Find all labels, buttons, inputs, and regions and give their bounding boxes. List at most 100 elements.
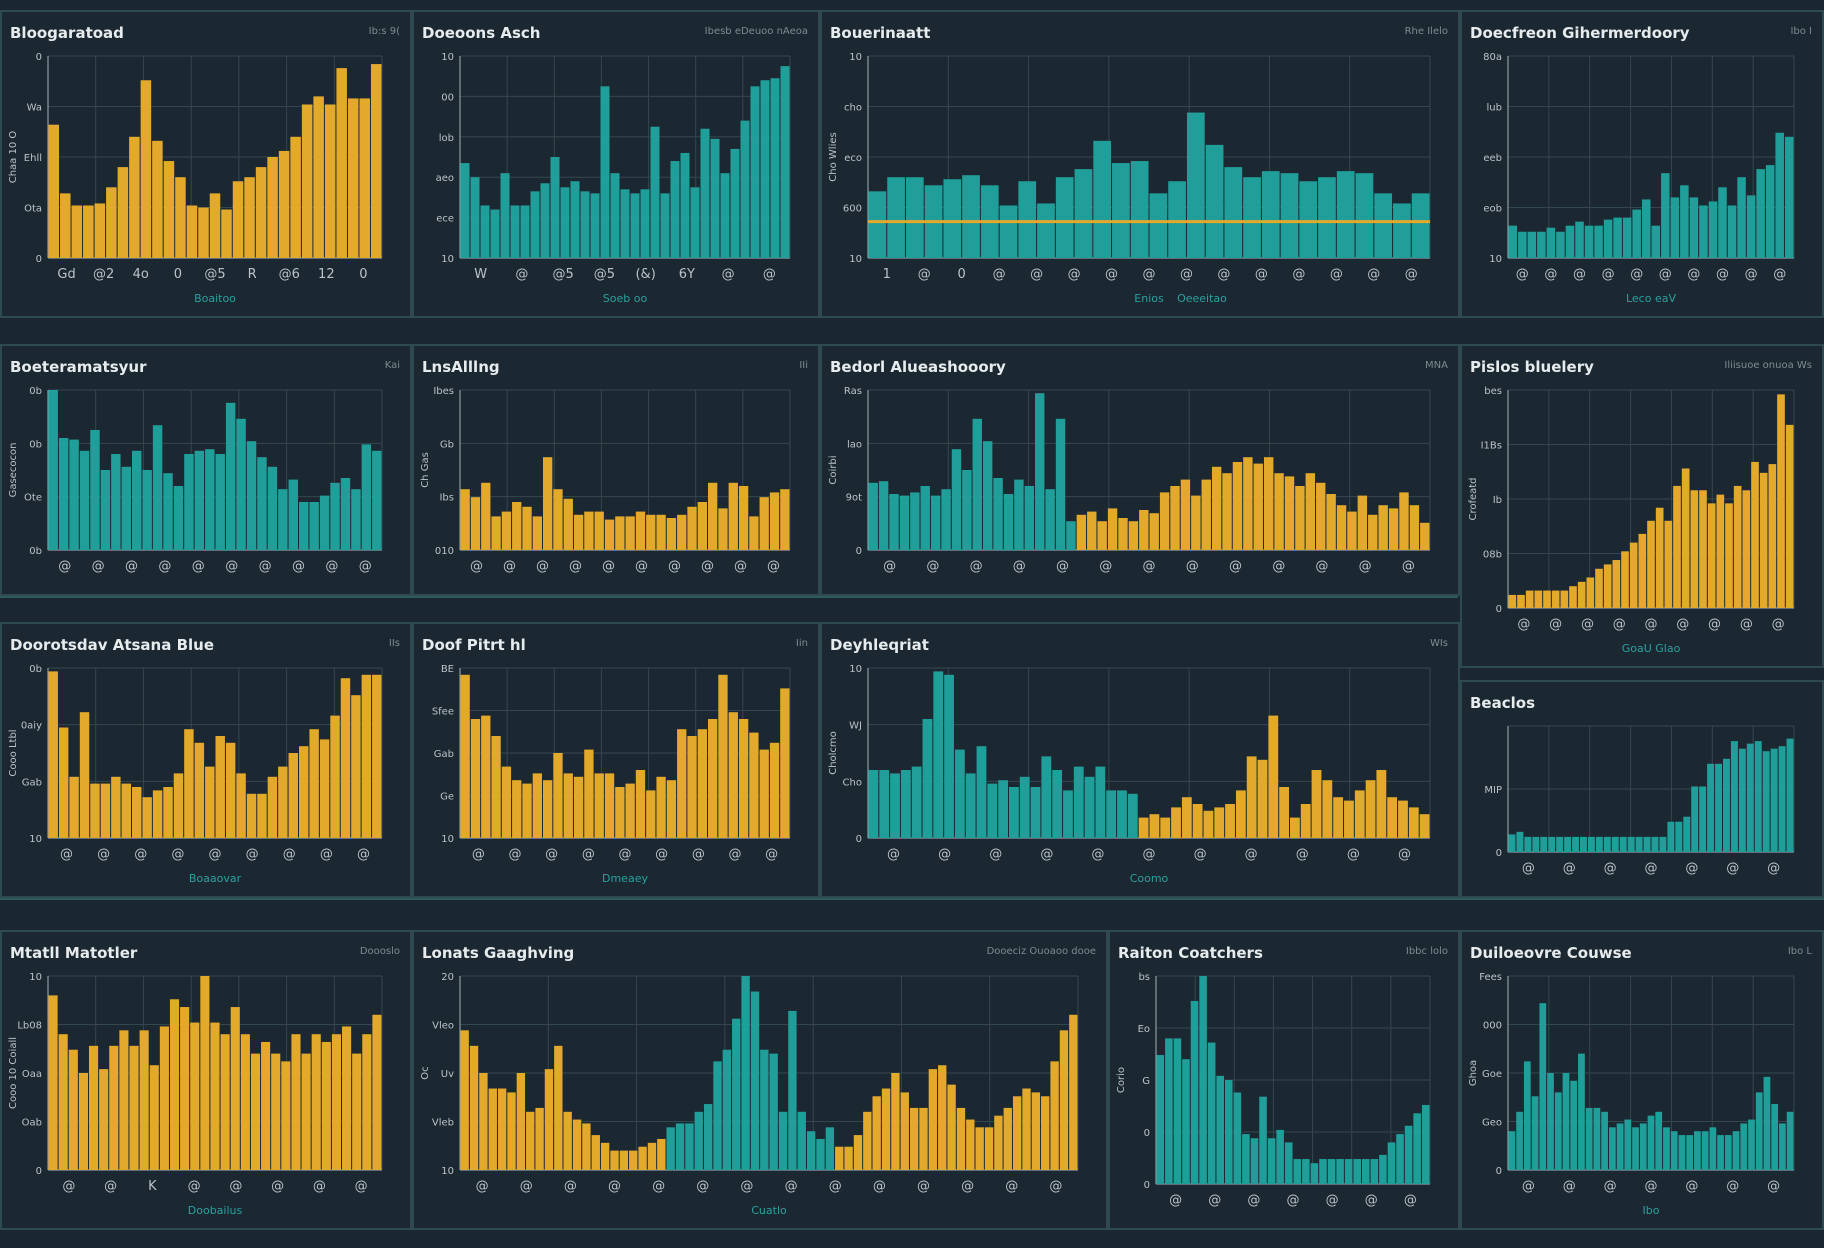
bar [759, 749, 769, 838]
x-tick-label: @ [104, 1179, 117, 1194]
bar [1326, 494, 1336, 550]
bar [1670, 197, 1680, 258]
bar [271, 1053, 281, 1170]
chart-title: Duiloeovre Couwse [1470, 944, 1632, 962]
bar [78, 1073, 88, 1170]
bar [976, 746, 987, 838]
bar [1107, 508, 1118, 550]
bar [1353, 1159, 1361, 1184]
bar [868, 191, 887, 258]
bar [1347, 511, 1357, 550]
chart-svg: 0 Wa Ehll Ota 0 Gd @2 4o 0 @5 R @6 12 0 Boaitoo Chaa 10… [8, 52, 383, 305]
chart-tag: Ibo I [1790, 26, 1812, 37]
bar [1768, 464, 1777, 608]
chart-panel: Boeteramatsyur Kai 0b 0b Ote 0b @ @ @ @ @ @ @ @ @ @ Gase… [0, 344, 412, 596]
bar [1673, 485, 1681, 608]
bar [1130, 161, 1149, 258]
bar [117, 167, 129, 258]
x-tick-label: @ [1522, 861, 1535, 876]
bar [1632, 1127, 1639, 1170]
bar [173, 486, 184, 550]
bar [336, 68, 347, 258]
bar [1411, 193, 1430, 258]
y-tick-label: 0aiy [21, 721, 42, 732]
x-tick-label: @ [188, 1179, 201, 1194]
bar [1632, 209, 1641, 258]
x-tick-label: @ [60, 847, 73, 862]
bar [680, 152, 690, 258]
y-tick-label: Fees [1479, 972, 1502, 983]
bar [1603, 219, 1613, 258]
x-tick-label: @ [1049, 1179, 1062, 1194]
y-tick-label: G [1142, 1076, 1150, 1087]
y-tick-label: 10 [441, 52, 454, 63]
bar [730, 148, 740, 258]
x-tick-label: @ [1091, 847, 1104, 862]
y-tick-label: Gab [22, 777, 42, 788]
bar [1207, 1042, 1216, 1184]
bar [650, 126, 660, 258]
bar [1524, 836, 1532, 852]
bar [738, 719, 749, 838]
x-tick-label: @ [1708, 617, 1721, 632]
x-tick-label: @ [1404, 1193, 1417, 1208]
bar [1575, 221, 1584, 258]
y-tick-label: 10 [1489, 254, 1502, 265]
bar [1746, 743, 1754, 852]
x-axis-title-secondary: Oeeeitao [1177, 292, 1227, 305]
bar [780, 66, 790, 258]
y-tick-label: 10 [29, 834, 42, 845]
x-tick-label: @ [1773, 267, 1786, 282]
bar [1095, 766, 1106, 838]
bar [806, 1131, 816, 1170]
bar [299, 502, 309, 550]
y-axis-title: Corio [1116, 1067, 1127, 1093]
bar [1619, 836, 1627, 852]
bar [69, 439, 79, 550]
bar [899, 495, 910, 550]
y-tick-label: 0 [1144, 1180, 1150, 1191]
bar [780, 489, 790, 550]
bar [372, 1014, 382, 1170]
chart-svg: MIP 0 @ @ @ @ @ @ @ [1484, 725, 1795, 876]
chart-svg: bs Eo G 0 0 @ @ @ @ @ @ @ Corio [1116, 972, 1431, 1208]
x-tick-label: @ [1573, 267, 1586, 282]
bar [1097, 521, 1107, 550]
bar [257, 457, 267, 550]
bar [930, 495, 941, 550]
x-tick-label: @ [1563, 861, 1576, 876]
x-axis-title: Soeb oo [603, 292, 648, 305]
bar [497, 1088, 507, 1170]
bar [1517, 594, 1525, 608]
bar [372, 450, 382, 550]
bar [928, 1069, 938, 1170]
bar [708, 482, 718, 550]
y-tick-label: 0 [36, 254, 42, 265]
x-axis-title: Leco eaV [1626, 292, 1676, 305]
y-tick-label: I1Bs [1481, 441, 1502, 452]
bar [1707, 503, 1716, 608]
chart-panel: Mtatll Matotler Doooslo 10 Lb08 Oaa Oab 0 @ @ K @ @… [0, 930, 412, 1230]
chart-svg: 0b 0aiy Gab 10 @ @ @ @ @ @ @ @ @ Boaaovar Cooo Ltbl [8, 664, 383, 885]
y-tick-label: 10 [849, 664, 862, 675]
chart-title: LnsAlllng [422, 358, 500, 376]
bar [769, 492, 780, 550]
bar [703, 1104, 713, 1170]
bar [563, 498, 573, 550]
bar [342, 1026, 352, 1170]
bar [1052, 770, 1063, 838]
bar [232, 181, 244, 258]
x-tick-label: @ [1143, 847, 1156, 862]
bar [132, 787, 142, 838]
bar [741, 976, 750, 1170]
x-tick-label: @ [134, 847, 147, 862]
bar [1554, 1092, 1562, 1170]
bar [1409, 505, 1420, 550]
bar [1263, 457, 1274, 550]
bar [1003, 494, 1014, 550]
bar [638, 1146, 647, 1170]
bar [1268, 715, 1279, 838]
bar [200, 976, 210, 1170]
bar [159, 1026, 169, 1170]
bar [900, 1092, 909, 1170]
